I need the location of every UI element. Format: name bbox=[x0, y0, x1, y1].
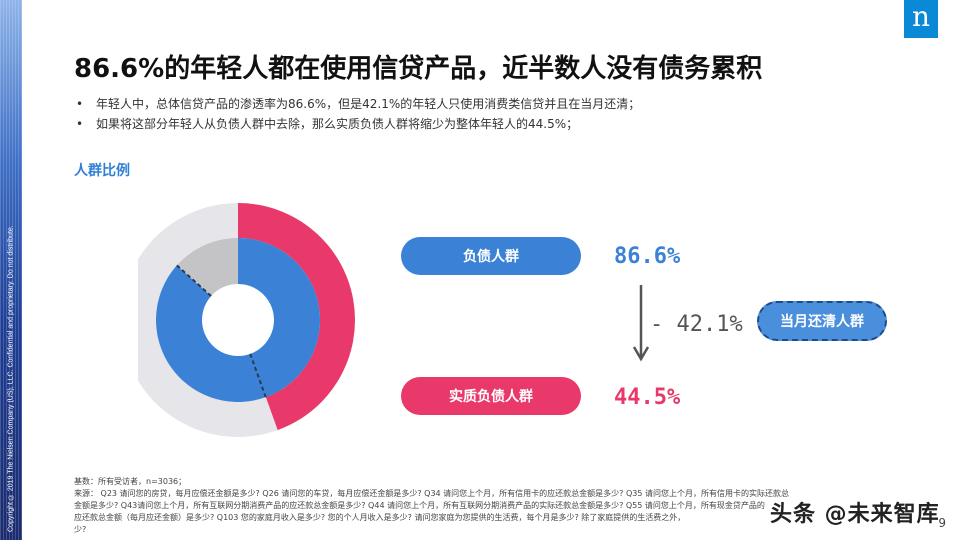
donut-chart bbox=[138, 203, 356, 437]
inner-ring-slice-1 bbox=[176, 238, 238, 297]
page-number: 9 bbox=[938, 516, 946, 530]
drop-percent: - 42.1% bbox=[650, 312, 743, 337]
inner-ring-slice-0 bbox=[155, 238, 320, 402]
footnote-line: 少? bbox=[74, 525, 87, 534]
bullet-item: 年轻人中，总体信贷产品的渗透率为86.6%，但是42.1%的年轻人只使用消费类信… bbox=[76, 94, 640, 114]
debt-percent: 86.6% bbox=[614, 244, 681, 269]
copyright-text: Copyright © 2019 The Nielsen Company (US… bbox=[7, 225, 15, 532]
footnote-line: 金额是多少? Q43请问您上个月，所有互联网分期消费产品的应还款总金额是多少? … bbox=[74, 501, 765, 510]
real-debt-group-pill: 实质负债人群 bbox=[401, 377, 581, 415]
bullet-list: 年轻人中，总体信贷产品的渗透率为86.6%，但是42.1%的年轻人只使用消费类信… bbox=[76, 94, 640, 134]
footnote: 基数：所有受访者，n=3036； 来源： Q23 请问您的房贷，每月应偿还金额是… bbox=[74, 476, 914, 536]
section-label: 人群比例 bbox=[74, 163, 130, 179]
cleared-boundary-line bbox=[176, 264, 267, 398]
footnote-line: 应还款总金额（每月应还金额）是多少? Q103 您的家庭月收入是多少? 您的个人… bbox=[74, 513, 686, 522]
down-arrow-icon bbox=[632, 285, 650, 362]
nielsen-logo: n bbox=[904, 0, 938, 38]
debt-group-pill: 负债人群 bbox=[401, 237, 581, 275]
footnote-line: 来源： Q23 请问您的房贷，每月应偿还金额是多少? Q26 请问您的车贷，每月… bbox=[74, 489, 789, 498]
side-copyright-strip: Copyright © 2019 The Nielsen Company (US… bbox=[0, 0, 22, 540]
real-debt-percent: 44.5% bbox=[614, 385, 681, 410]
page-title: 86.6%的年轻人都在使用信贷产品，近半数人没有债务累积 bbox=[74, 54, 763, 84]
cleared-group-pill: 当月还清人群 bbox=[757, 301, 887, 341]
bullet-item: 如果将这部分年轻人从负债人群中去除，那么实质负债人群将缩少为整体年轻人的44.5… bbox=[76, 114, 640, 134]
footnote-line: 基数：所有受访者，n=3036； bbox=[74, 477, 187, 486]
outer-ring-slice-0 bbox=[238, 203, 356, 431]
outer-ring-slice-1 bbox=[138, 203, 278, 437]
watermark: 头条 @未来智库 bbox=[770, 502, 940, 527]
